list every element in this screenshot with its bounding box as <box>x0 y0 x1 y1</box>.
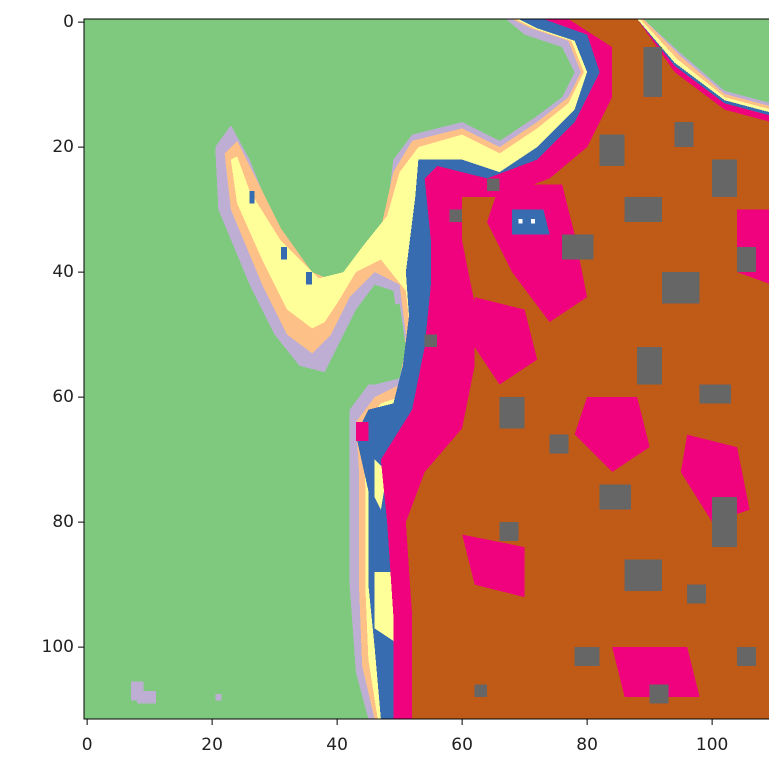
region <box>249 190 255 204</box>
y-tick-label: 20 <box>52 137 74 157</box>
region <box>362 303 406 385</box>
y-tick-label: 80 <box>52 512 74 532</box>
x-tick-label: 80 <box>576 735 598 755</box>
region <box>137 690 156 704</box>
image <box>84 19 769 719</box>
region <box>305 272 313 285</box>
region <box>530 219 536 224</box>
x-tick-label: 0 <box>82 735 93 755</box>
x-tick-label: 60 <box>451 735 473 755</box>
region <box>574 397 650 473</box>
region <box>474 297 538 385</box>
y-tick-label: 100 <box>42 637 74 657</box>
x-tick-label: 40 <box>326 735 348 755</box>
x-tick-label: 20 <box>201 735 223 755</box>
region <box>355 422 369 441</box>
region <box>280 247 288 260</box>
image-area <box>84 19 769 719</box>
region <box>518 219 523 224</box>
region <box>612 647 700 698</box>
y-tick-label: 40 <box>52 262 74 282</box>
x-tick-label: 100 <box>696 735 728 755</box>
y-tick-label: 0 <box>63 12 74 32</box>
y-tick-label: 60 <box>52 387 74 407</box>
region <box>462 534 525 598</box>
axes-frame <box>83 18 769 720</box>
axes: 0 20 40 60 80 100 0 20 40 60 80 100 <box>42 12 769 755</box>
region <box>215 694 222 701</box>
gray-patches <box>424 47 756 704</box>
